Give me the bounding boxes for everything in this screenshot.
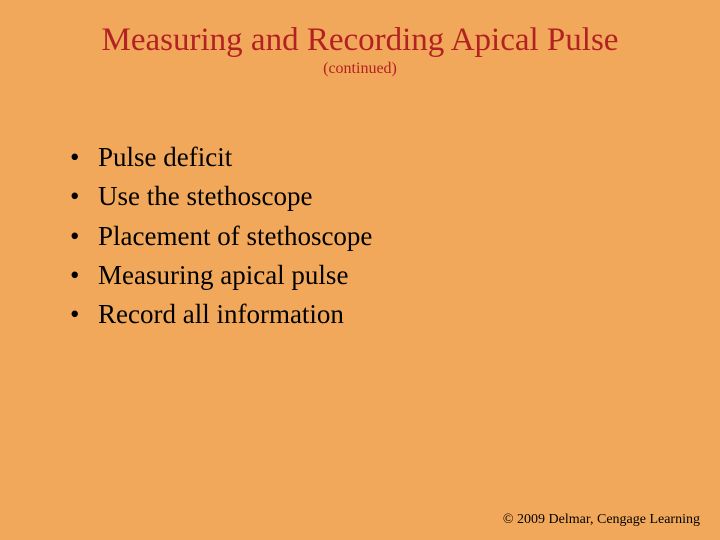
bullet-icon: • (70, 217, 98, 256)
list-item: • Measuring apical pulse (70, 256, 680, 295)
list-item: • Pulse deficit (70, 138, 680, 177)
list-item: • Use the stethoscope (70, 177, 680, 216)
bullet-text: Record all information (98, 295, 344, 334)
slide-container: Measuring and Recording Apical Pulse (co… (0, 0, 720, 540)
slide-subtitle: (continued) (40, 60, 680, 78)
bullet-icon: • (70, 138, 98, 177)
list-item: • Record all information (70, 295, 680, 334)
bullet-text: Pulse deficit (98, 138, 232, 177)
bullet-text: Use the stethoscope (98, 177, 312, 216)
copyright-footer: © 2009 Delmar, Cengage Learning (503, 512, 700, 528)
bullet-icon: • (70, 256, 98, 295)
list-item: • Placement of stethoscope (70, 217, 680, 256)
bullet-text: Measuring apical pulse (98, 256, 348, 295)
bullet-icon: • (70, 295, 98, 334)
slide-title: Measuring and Recording Apical Pulse (40, 22, 680, 58)
bullet-text: Placement of stethoscope (98, 217, 372, 256)
bullet-icon: • (70, 177, 98, 216)
bullet-list: • Pulse deficit • Use the stethoscope • … (70, 138, 680, 334)
